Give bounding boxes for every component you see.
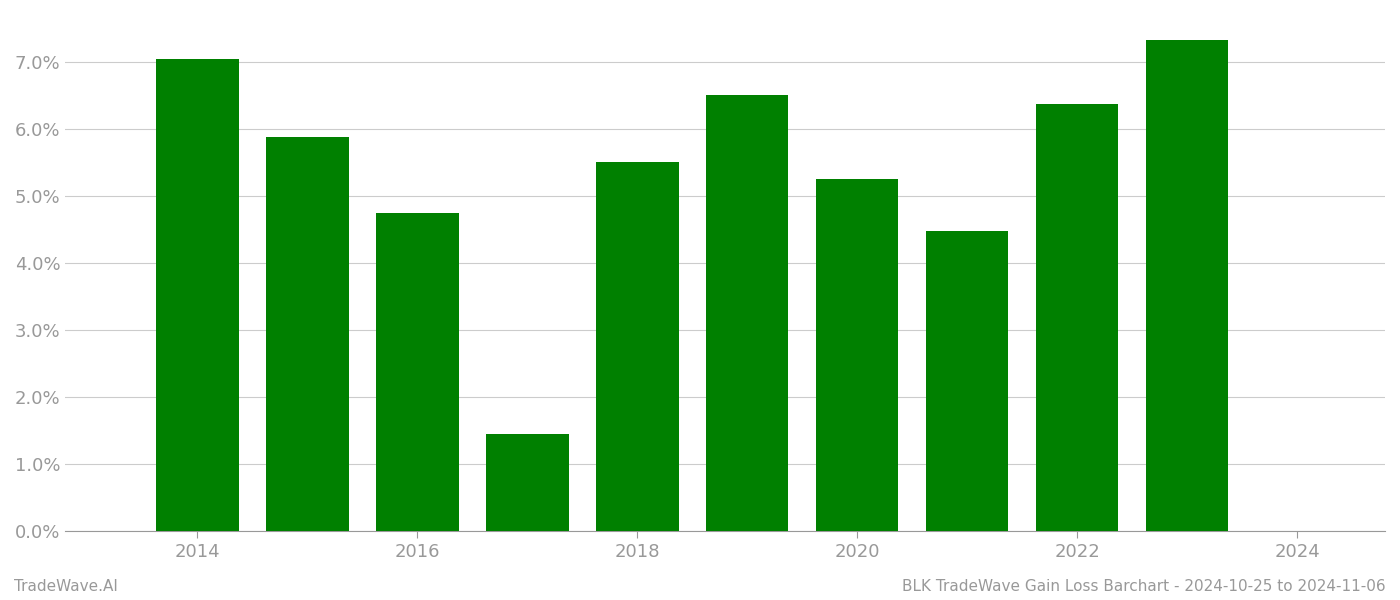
Bar <box>266 137 349 531</box>
Text: BLK TradeWave Gain Loss Barchart - 2024-10-25 to 2024-11-06: BLK TradeWave Gain Loss Barchart - 2024-… <box>903 579 1386 594</box>
Bar <box>816 179 899 531</box>
Bar <box>1036 104 1119 531</box>
Bar <box>377 213 459 531</box>
Text: TradeWave.AI: TradeWave.AI <box>14 579 118 594</box>
Bar <box>706 95 788 531</box>
Bar <box>1145 40 1228 531</box>
Bar <box>157 59 238 531</box>
Bar <box>596 163 679 531</box>
Bar <box>925 231 1008 531</box>
Bar <box>486 434 568 531</box>
